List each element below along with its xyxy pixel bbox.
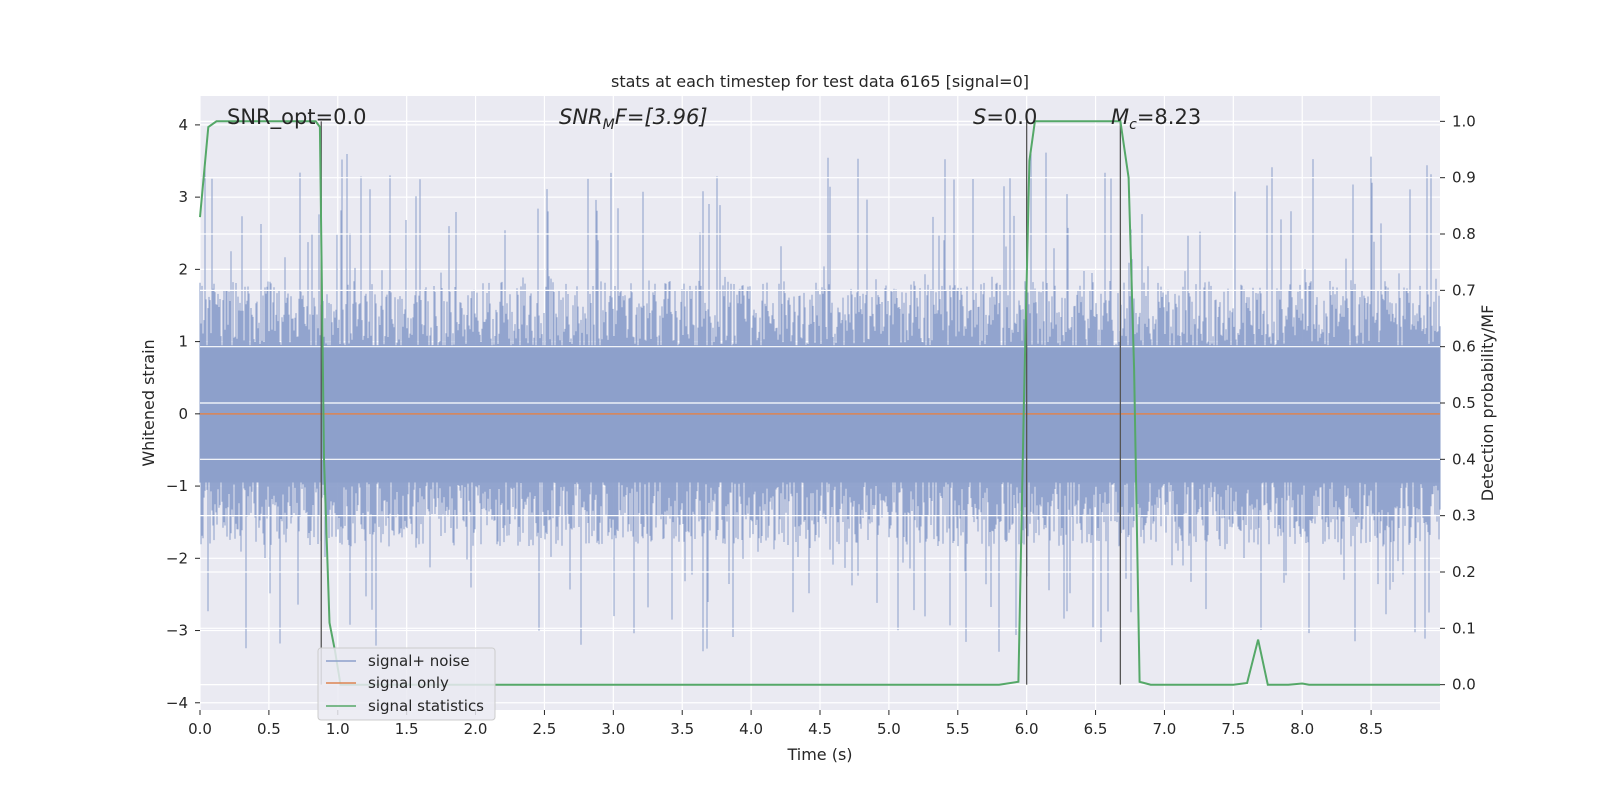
annotation-snr-opt: SNR_opt=0.0	[227, 105, 367, 130]
annotation-mc: Mc=8.23	[1111, 105, 1201, 133]
legend-label-signal-statistics: signal statistics	[368, 697, 484, 715]
x-tick-label: 5.5	[946, 720, 970, 738]
x-tick-label: 8.0	[1290, 720, 1314, 738]
annotation-snr-mf: SNRMF=[3.96]	[559, 105, 708, 133]
chart-title: stats at each timestep for test data 616…	[611, 72, 1029, 91]
y-right-tick-label: 0.5	[1452, 394, 1476, 412]
legend: signal+ noise signal only signal statist…	[317, 647, 496, 721]
y-right-tick-label: 0.3	[1452, 507, 1476, 525]
y-right-tick-label: 0.1	[1452, 619, 1476, 637]
x-tick-label: 1.5	[395, 720, 419, 738]
x-tick-label: 5.0	[877, 720, 901, 738]
y-axis-left-label: Whitened strain	[139, 339, 158, 466]
legend-label-signal-only: signal only	[368, 674, 449, 692]
y-axis-right-label: Detection probability/MF	[1478, 305, 1497, 502]
legend-label-signal-noise: signal+ noise	[368, 652, 470, 670]
y-right-tick-label: 0.9	[1452, 169, 1476, 187]
x-tick-label: 3.0	[601, 720, 625, 738]
y-left-tick-label: 1	[178, 333, 188, 351]
y-left-tick-label: −1	[166, 477, 188, 495]
x-tick-label: 3.5	[670, 720, 694, 738]
x-tick-label: 0.5	[257, 720, 281, 738]
y-left-tick-label: 2	[178, 260, 188, 278]
annotation-s: S=0.0	[973, 105, 1037, 129]
y-right-tick-label: 1.0	[1452, 112, 1476, 130]
x-tick-label: 6.0	[1015, 720, 1039, 738]
y-left-tick-label: 3	[178, 188, 188, 206]
y-right-tick-label: 0.7	[1452, 281, 1476, 299]
y-right-tick-label: 0.6	[1452, 338, 1476, 356]
y-right-tick-label: 0.2	[1452, 563, 1476, 581]
x-tick-label: 7.0	[1153, 720, 1177, 738]
x-tick-label: 4.5	[808, 720, 832, 738]
x-axis-label: Time (s)	[786, 745, 852, 764]
x-tick-label: 7.5	[1221, 720, 1245, 738]
x-tick-label: 2.0	[464, 720, 488, 738]
x-tick-label: 8.5	[1359, 720, 1383, 738]
y-left-tick-label: −2	[166, 549, 188, 567]
y-left-tick-label: −4	[166, 694, 188, 712]
y-right-tick-label: 0.8	[1452, 225, 1476, 243]
ticks-layer: 0.0 0.5 1.0 1.5 2.0 2.5 3.0 3.5 4.0 4.5 5.0 5.5 6.0 6…	[166, 112, 1476, 738]
series-signal-statistics	[199, 120, 1440, 686]
y-left-tick-label: 0	[178, 405, 188, 423]
x-tick-label: 4.0	[739, 720, 763, 738]
y-right-tick-label: 0.4	[1452, 450, 1476, 468]
lines-layer	[199, 120, 1440, 686]
x-tick-label: 0.0	[188, 720, 212, 738]
x-tick-label: 2.5	[533, 720, 557, 738]
y-left-tick-label: 4	[178, 116, 188, 134]
legend-box	[317, 647, 496, 721]
y-right-tick-label: 0.0	[1452, 676, 1476, 694]
y-left-tick-label: −3	[166, 622, 188, 640]
x-tick-label: 6.5	[1084, 720, 1108, 738]
x-tick-label: 1.0	[326, 720, 350, 738]
